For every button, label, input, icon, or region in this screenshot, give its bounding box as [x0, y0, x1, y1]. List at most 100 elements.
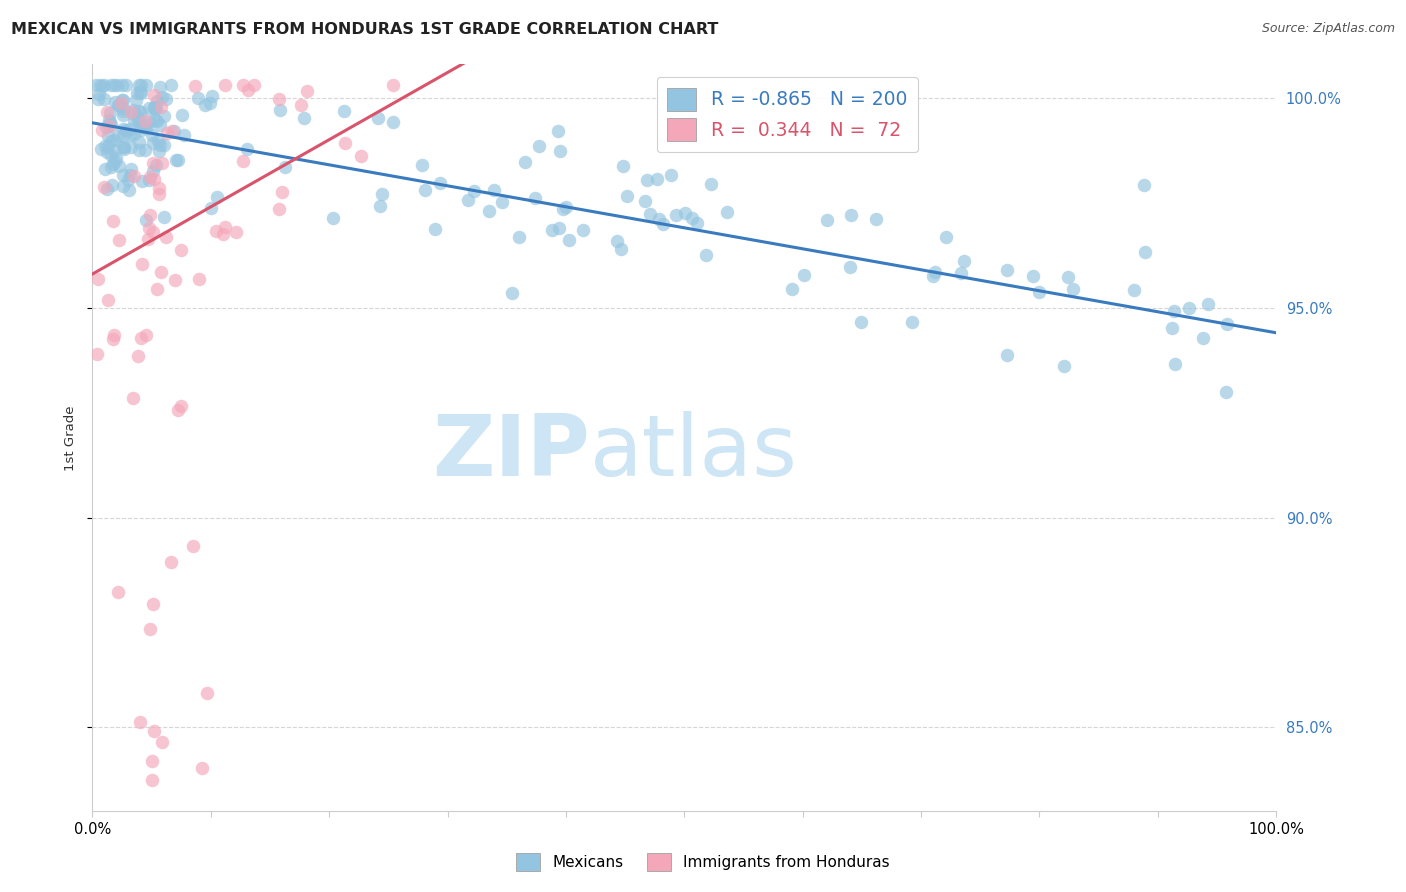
Point	[96, 145, 118, 160]
Point	[700, 178, 723, 192]
Point	[142, 101, 165, 115]
Point	[269, 103, 291, 117]
Point	[132, 120, 155, 135]
Point	[90, 142, 112, 156]
Point	[634, 194, 657, 209]
Point	[924, 265, 946, 279]
Point	[1215, 384, 1237, 399]
Point	[142, 172, 165, 186]
Point	[94, 120, 117, 135]
Point	[107, 233, 129, 247]
Point	[141, 773, 163, 788]
Point	[145, 158, 167, 172]
Point	[191, 760, 214, 774]
Point	[425, 221, 447, 235]
Point	[201, 89, 224, 103]
Point	[155, 230, 177, 244]
Point	[236, 142, 259, 156]
Point	[184, 79, 207, 94]
Point	[205, 224, 228, 238]
Point	[120, 128, 142, 142]
Point	[547, 124, 569, 138]
Point	[89, 78, 111, 92]
Point	[187, 91, 209, 105]
Point	[292, 112, 315, 126]
Point	[145, 99, 167, 113]
Point	[111, 78, 134, 92]
Point	[793, 268, 815, 282]
Point	[98, 105, 121, 120]
Point	[104, 95, 127, 109]
Point	[1022, 269, 1045, 284]
Point	[515, 155, 537, 169]
Point	[150, 89, 173, 103]
Point	[125, 86, 148, 100]
Point	[131, 174, 153, 188]
Point	[195, 686, 218, 700]
Point	[149, 80, 172, 95]
Point	[131, 86, 153, 100]
Point	[101, 178, 124, 192]
Point	[921, 268, 943, 283]
Point	[482, 183, 505, 197]
Point	[97, 138, 120, 153]
Point	[145, 95, 167, 109]
Point	[163, 124, 186, 138]
Point	[98, 113, 121, 128]
Point	[143, 100, 166, 114]
Point	[111, 140, 134, 154]
Point	[1177, 301, 1199, 315]
Point	[129, 123, 152, 137]
Point	[636, 173, 658, 187]
Point	[333, 136, 356, 151]
Point	[686, 215, 709, 229]
Point	[112, 101, 135, 115]
Point	[1192, 331, 1215, 345]
Point	[128, 78, 150, 92]
Point	[491, 195, 513, 210]
Point	[94, 162, 117, 177]
Point	[103, 333, 125, 347]
Point	[138, 221, 160, 235]
Point	[93, 92, 115, 106]
Legend: Mexicans, Immigrants from Honduras: Mexicans, Immigrants from Honduras	[510, 847, 896, 877]
Point	[167, 402, 190, 417]
Point	[128, 135, 150, 149]
Point	[169, 400, 191, 414]
Point	[165, 153, 187, 168]
Point	[129, 331, 152, 345]
Point	[152, 109, 174, 123]
Point	[413, 183, 436, 197]
Point	[716, 205, 738, 219]
Point	[551, 202, 574, 216]
Point	[156, 126, 179, 140]
Point	[131, 257, 153, 271]
Point	[87, 272, 110, 286]
Point	[236, 83, 259, 97]
Point	[86, 346, 108, 360]
Point	[112, 129, 135, 144]
Point	[572, 223, 595, 237]
Point	[96, 105, 118, 120]
Point	[120, 169, 142, 183]
Point	[695, 248, 717, 262]
Point	[103, 327, 125, 342]
Point	[121, 391, 143, 405]
Point	[673, 205, 696, 219]
Point	[103, 78, 125, 92]
Point	[214, 220, 236, 235]
Point	[333, 104, 356, 119]
Point	[105, 78, 128, 92]
Point	[270, 185, 292, 199]
Point	[160, 78, 183, 92]
Point	[96, 182, 118, 196]
Point	[640, 207, 662, 221]
Point	[100, 78, 122, 92]
Point	[139, 113, 162, 128]
Point	[93, 180, 115, 194]
Point	[142, 225, 165, 239]
Point	[148, 180, 170, 194]
Point	[148, 144, 170, 158]
Point	[149, 137, 172, 152]
Point	[935, 230, 957, 244]
